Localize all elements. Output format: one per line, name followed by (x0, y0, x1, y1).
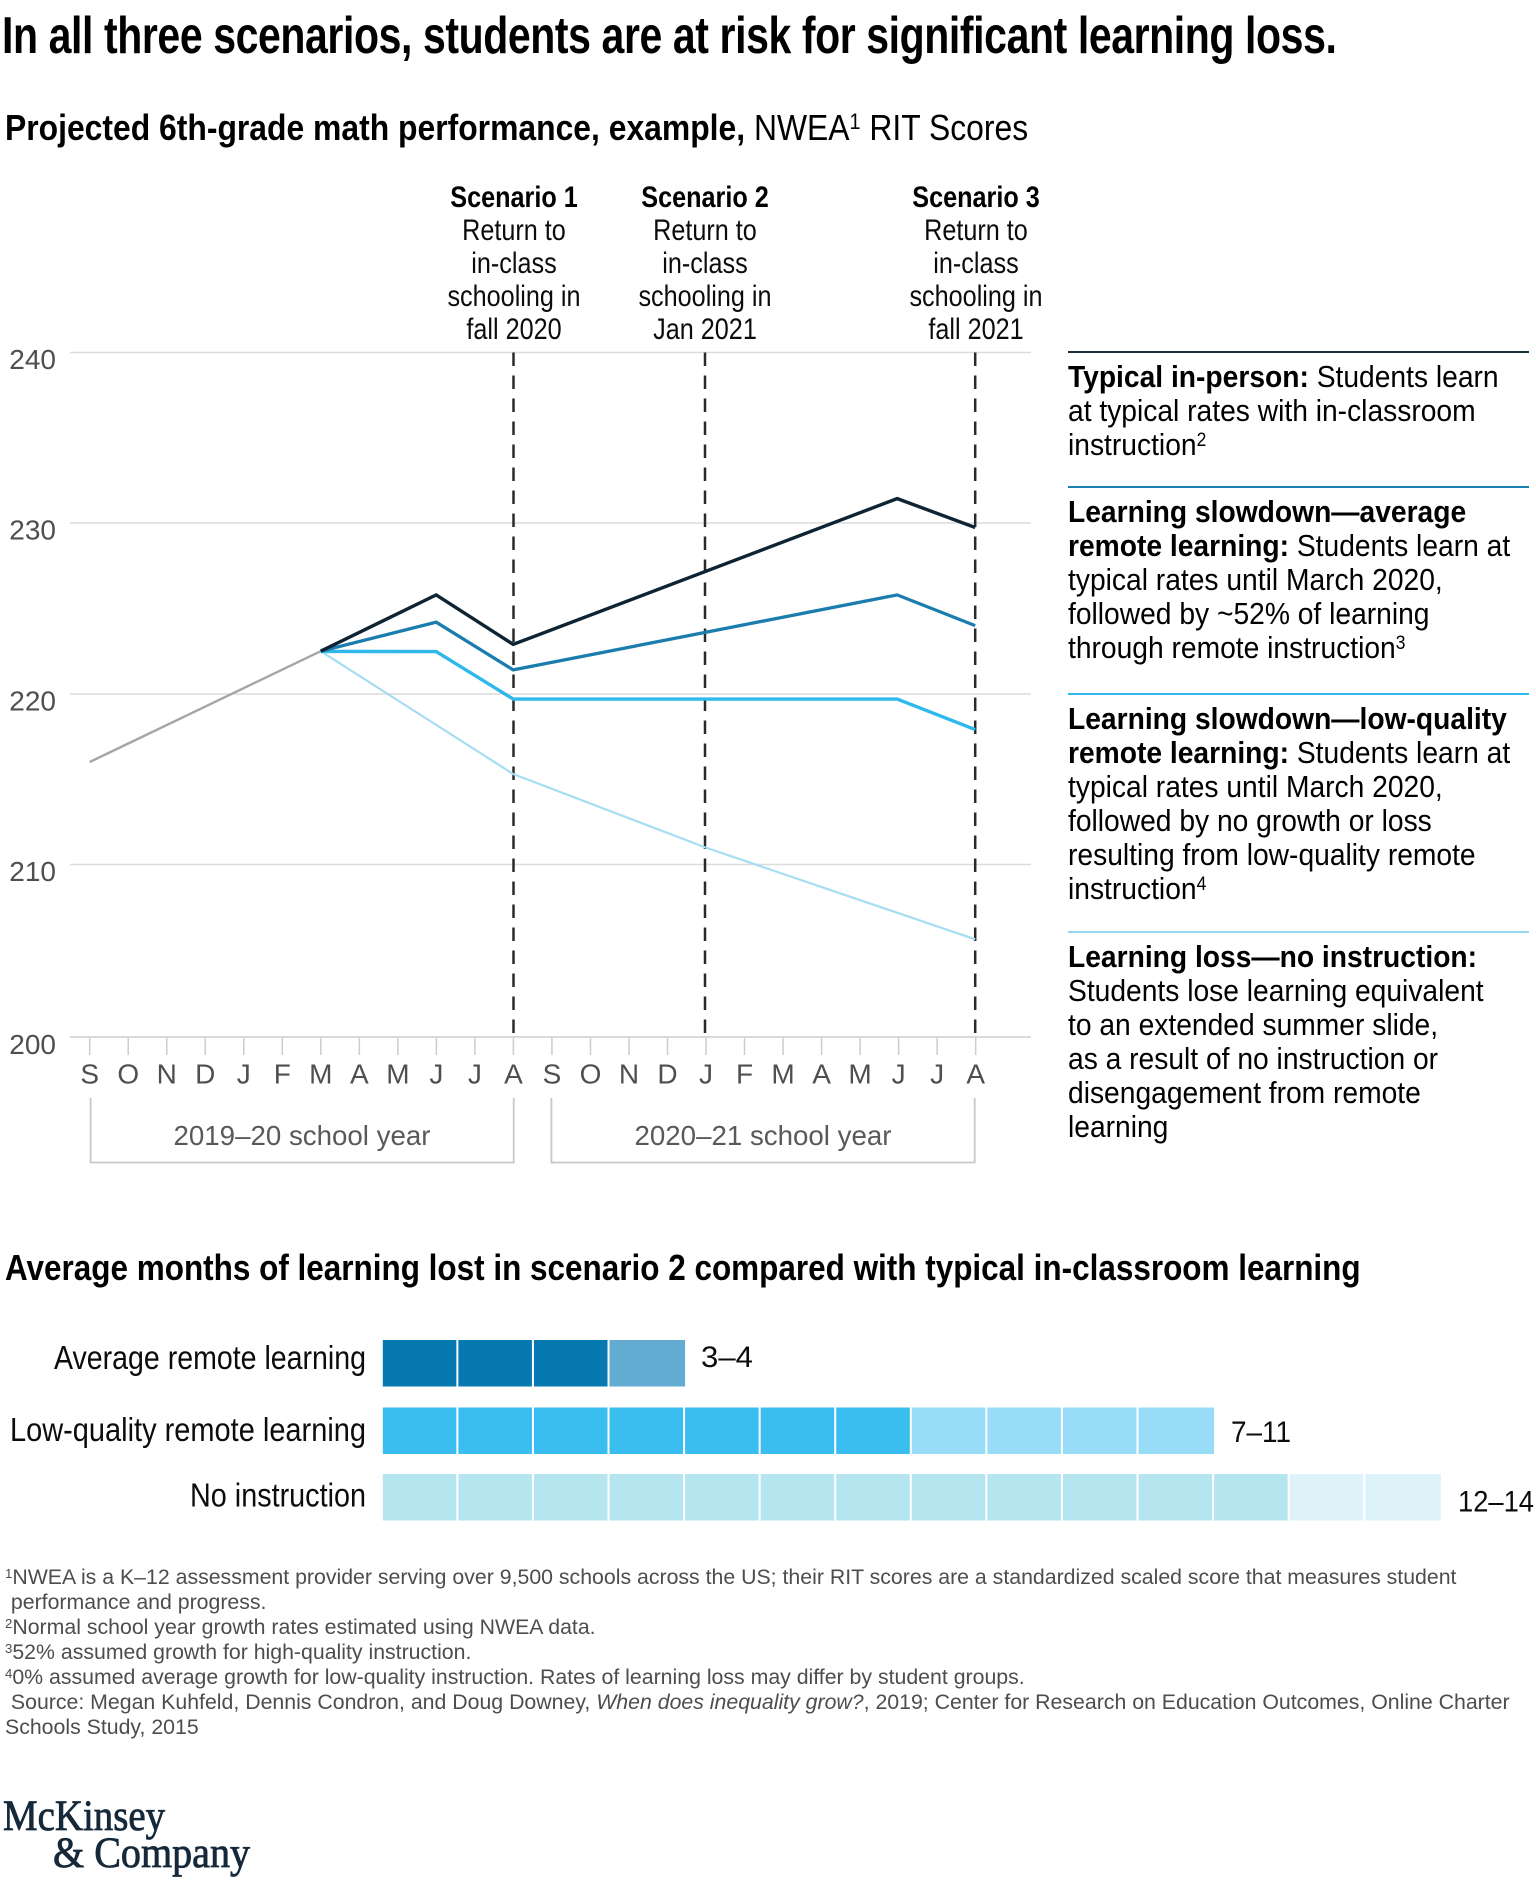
svg-text:F: F (274, 1058, 291, 1089)
svg-text:M: M (309, 1058, 332, 1089)
svg-text:N: N (619, 1058, 639, 1089)
svg-text:N: N (157, 1058, 177, 1089)
svg-text:D: D (657, 1058, 677, 1089)
svg-text:220: 220 (9, 686, 56, 717)
svg-text:A: A (350, 1058, 369, 1089)
svg-text:A: A (966, 1058, 985, 1089)
svg-text:3–4: 3–4 (701, 1341, 753, 1374)
svg-text:S: S (543, 1058, 562, 1089)
svg-text:200: 200 (9, 1029, 56, 1060)
svg-text:M: M (386, 1058, 409, 1089)
svg-text:2019–20 school year: 2019–20 school year (174, 1120, 431, 1151)
svg-text:12–14: 12–14 (1458, 1486, 1534, 1519)
svg-text:Low-quality remote learning: Low-quality remote learning (10, 1411, 366, 1448)
svg-text:230: 230 (9, 515, 56, 546)
svg-text:D: D (195, 1058, 215, 1089)
svg-text:240: 240 (9, 344, 56, 375)
svg-text:A: A (812, 1058, 831, 1089)
svg-text:A: A (504, 1058, 523, 1089)
svg-text:J: J (930, 1058, 944, 1089)
svg-text:M: M (848, 1058, 871, 1089)
svg-text:2020–21 school year: 2020–21 school year (635, 1120, 892, 1151)
svg-text:J: J (699, 1058, 713, 1089)
svg-text:7–11: 7–11 (1231, 1416, 1291, 1449)
svg-text:J: J (237, 1058, 251, 1089)
svg-text:No instruction: No instruction (190, 1477, 366, 1514)
svg-text:210: 210 (9, 856, 56, 887)
svg-text:S: S (80, 1058, 99, 1089)
svg-text:O: O (117, 1058, 139, 1089)
svg-text:J: J (429, 1058, 443, 1089)
svg-text:M: M (771, 1058, 794, 1089)
svg-text:Average remote learning: Average remote learning (54, 1339, 366, 1376)
svg-text:F: F (736, 1058, 753, 1089)
svg-text:J: J (892, 1058, 906, 1089)
svg-text:J: J (468, 1058, 482, 1089)
svg-text:O: O (580, 1058, 602, 1089)
